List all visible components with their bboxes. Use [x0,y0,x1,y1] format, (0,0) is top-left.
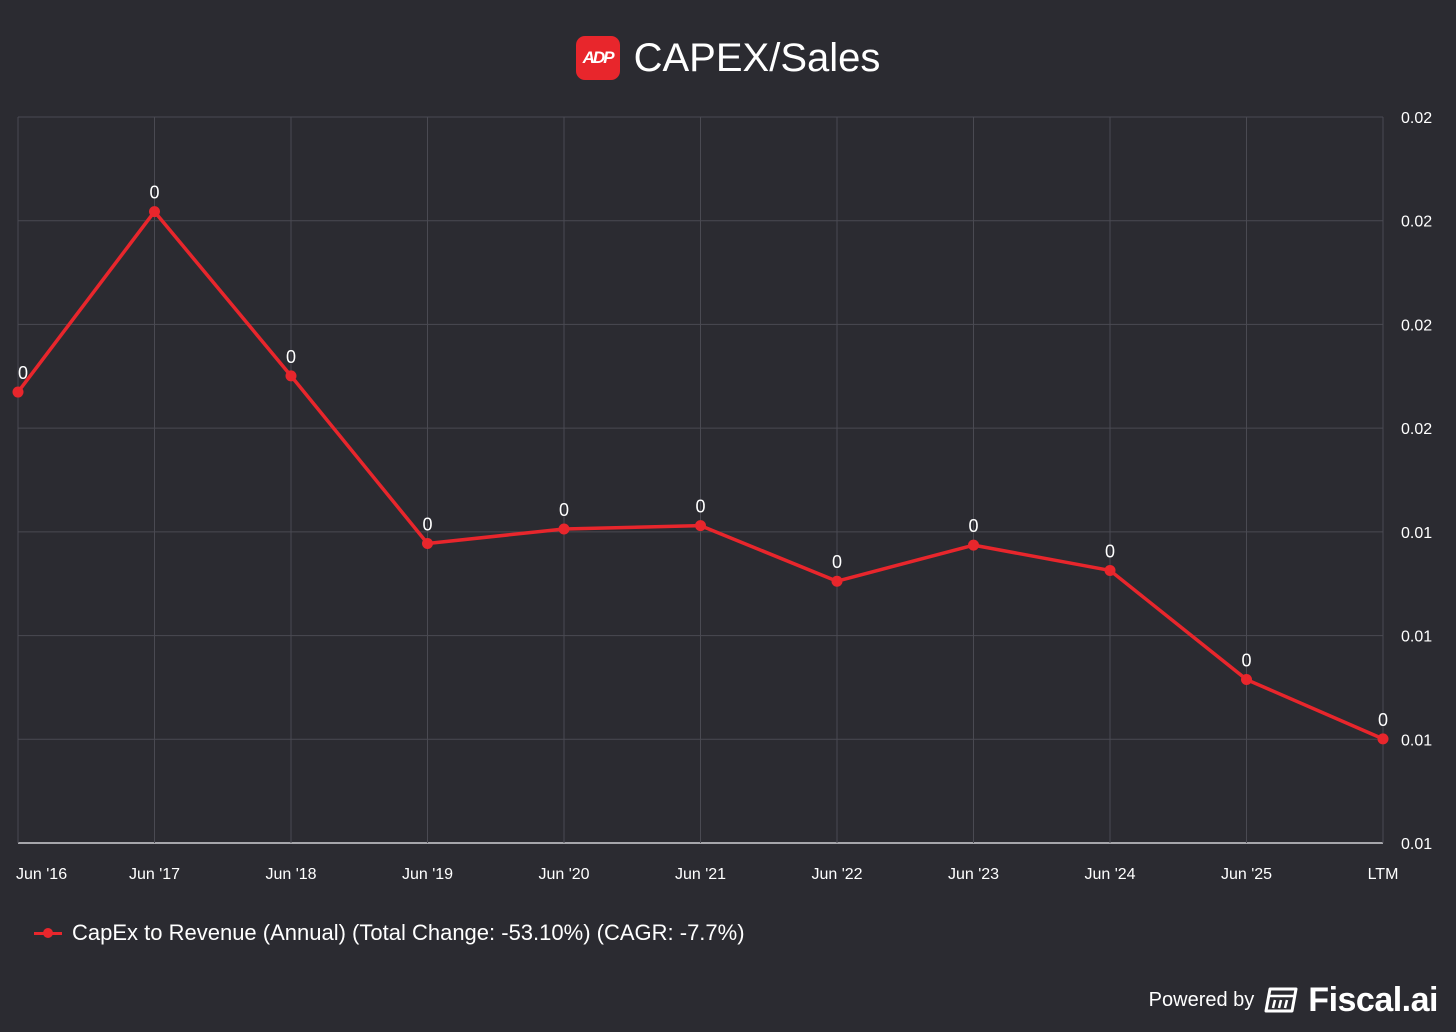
company-logo-text: ADP [582,48,615,67]
y-axis-ticks: 0.02 0.02 0.02 0.02 0.01 0.01 0.01 0.01 [1401,110,1432,853]
data-point[interactable] [558,523,570,535]
data-label: 0 [1378,710,1388,730]
chart-header: ADP CAPEX/Sales [0,28,1456,88]
x-tick-label: Jun '17 [129,866,180,883]
data-point[interactable] [1104,564,1116,576]
data-labels: 0 0 0 0 0 0 0 0 0 0 0 [18,183,1388,730]
y-tick-label: 0.02 [1401,421,1432,438]
x-tick-label: Jun '16 [16,866,67,883]
x-tick-label: Jun '19 [402,866,453,883]
data-point[interactable] [1377,733,1389,745]
data-point[interactable] [12,386,24,398]
data-label: 0 [832,552,842,572]
data-label: 0 [422,514,432,534]
data-point[interactable] [831,575,843,587]
x-tick-label: Jun '18 [265,866,316,883]
data-label: 0 [286,347,296,367]
x-tick-label: Jun '25 [1221,866,1272,883]
data-label: 0 [1241,651,1251,671]
y-tick-label: 0.02 [1401,214,1432,231]
data-point[interactable] [695,520,706,532]
y-tick-label: 0.01 [1401,629,1432,646]
y-tick-label: 0.01 [1401,836,1432,853]
x-tick-label: LTM [1368,866,1399,883]
legend-series-label: CapEx to Revenue (Annual) (Total Change:… [72,920,745,945]
data-label: 0 [1105,541,1115,561]
powered-by-text: Powered by [1148,988,1255,1011]
data-point[interactable] [1241,674,1252,686]
x-tick-label: Jun '22 [811,866,862,883]
fiscal-brand-name: Fiscal.ai [1308,980,1438,1019]
y-tick-label: 0.02 [1401,110,1432,127]
data-label: 0 [968,516,978,536]
data-point[interactable] [422,537,433,549]
data-label: 0 [695,497,705,517]
y-tick-label: 0.01 [1401,732,1432,749]
data-label: 0 [559,500,569,520]
data-label: 0 [18,363,28,383]
x-tick-label: Jun '20 [538,866,589,883]
x-tick-label: Jun '24 [1084,866,1135,883]
footer-branding: Powered by Fiscal.ai [1148,980,1439,1020]
series-layer [12,206,1389,745]
legend-series-marker [34,923,62,943]
grid-lines [17,116,1384,844]
data-label: 0 [149,183,159,203]
chart-title: CAPEX/Sales [633,36,881,80]
y-tick-label: 0.02 [1401,317,1432,334]
data-point[interactable] [285,370,297,382]
line-chart: 0.02 0.02 0.02 0.02 0.01 0.01 0.01 0.01 Jun '16… [12,110,1432,883]
data-point[interactable] [149,206,160,218]
x-tick-label: Jun '21 [675,866,726,883]
data-point[interactable] [968,539,979,551]
company-logo: ADP [575,36,620,80]
fiscal-logo-icon [1264,987,1298,1013]
chart-legend[interactable]: CapEx to Revenue (Annual) (Total Change:… [34,914,745,952]
x-tick-label: Jun '23 [948,866,999,883]
y-tick-label: 0.01 [1401,525,1432,542]
x-axis-ticks: Jun '16 Jun '17 Jun '18 Jun '19 Jun '20 Jun '… [16,866,1398,883]
